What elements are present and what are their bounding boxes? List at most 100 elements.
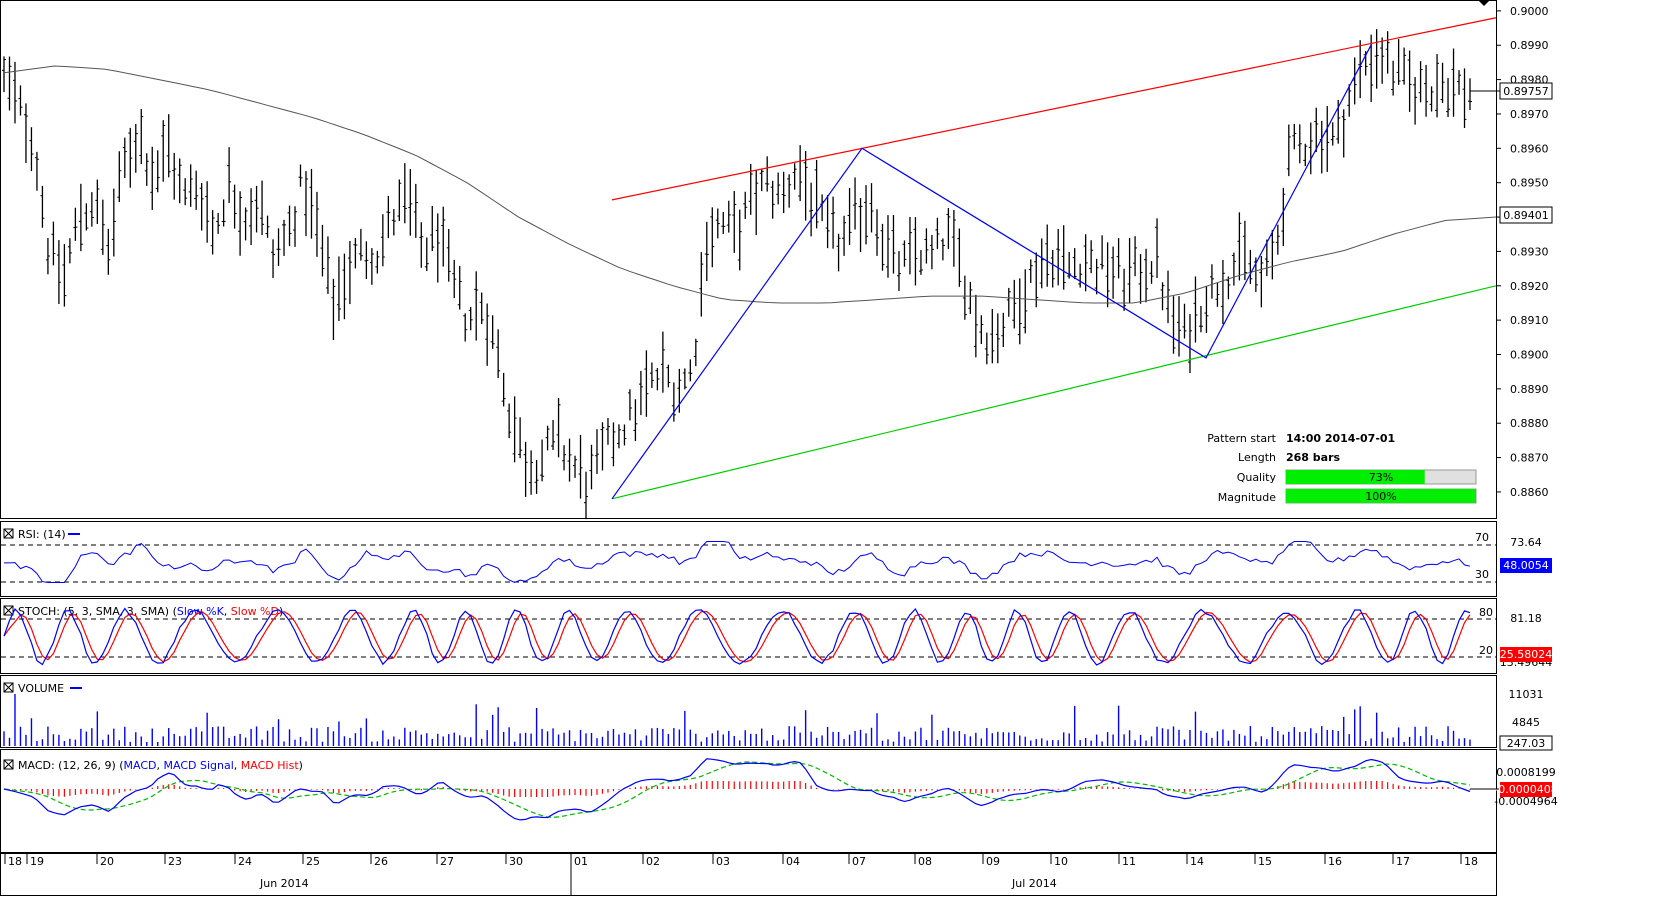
price-bar [1231, 252, 1236, 286]
price-bar [831, 196, 836, 249]
stoch-d-name: Slow %D [231, 605, 279, 618]
price-bar [1319, 120, 1324, 174]
date-tick-label: 09 [986, 855, 1000, 868]
price-bar [23, 103, 28, 163]
price-tick-label: 0.8930 [1510, 245, 1549, 258]
price-bar [594, 429, 599, 474]
price-bar [968, 281, 973, 314]
quality-bar-fill [1286, 470, 1425, 484]
price-bar [567, 438, 572, 482]
volume-pane: VOLUME 11031 4845 247.03 [3, 682, 1553, 751]
price-bar [853, 177, 858, 230]
date-tick-label: 07 [852, 855, 866, 868]
date-tick-label: 10 [1054, 855, 1068, 868]
price-bar [45, 237, 50, 275]
price-bar [1006, 287, 1011, 317]
month-label: Jun 2014 [259, 877, 309, 890]
stoch-level-20-label: 20 [1479, 644, 1493, 657]
volume-bars [3, 694, 1471, 746]
macd-current-value: -0.0000408 [1494, 783, 1557, 796]
volume-title: VOLUME [18, 682, 64, 695]
macd-signal-name: MACD Signal [164, 759, 234, 772]
price-bars [2, 29, 1472, 520]
price-bar [1215, 282, 1220, 307]
price-bar [1352, 57, 1357, 105]
price-bar [929, 234, 934, 270]
price-bar [336, 256, 341, 321]
stoch-scale-label: 81.18 [1510, 612, 1542, 625]
price-bar [551, 420, 556, 450]
volume-close-icon[interactable] [3, 682, 14, 693]
price-bar [227, 147, 232, 203]
price-bar [51, 221, 56, 266]
date-tick-label: 08 [918, 855, 932, 868]
quality-label: Quality [1237, 471, 1277, 484]
price-bar [1209, 264, 1214, 299]
price-bar [271, 239, 276, 279]
price-bar [7, 56, 12, 111]
price-bar [496, 329, 501, 379]
price-bar [205, 181, 210, 243]
date-tick-label: 23 [168, 855, 182, 868]
price-bar [1303, 143, 1308, 167]
top-marker [1478, 0, 1490, 6]
macd-close-icon[interactable] [3, 759, 14, 770]
price-bar [73, 207, 78, 241]
price-bar [325, 236, 330, 294]
macd-scale-low: -0.0004964 [1494, 795, 1557, 808]
magnitude-bar-fill [1286, 489, 1476, 503]
price-bar [106, 228, 111, 275]
price-bar [183, 178, 188, 206]
price-bar [1023, 269, 1028, 334]
price-bar [776, 172, 781, 205]
price-bar [1286, 124, 1291, 177]
price-bar [1385, 31, 1390, 74]
date-tick-label: 20 [100, 855, 114, 868]
price-bar [578, 434, 583, 499]
price-bar [1270, 229, 1275, 280]
price-bar [946, 208, 951, 250]
price-bar [386, 195, 391, 239]
stoch-close-icon[interactable] [3, 605, 14, 616]
price-bar [1056, 229, 1061, 286]
price-bar [600, 422, 605, 471]
price-bar [529, 450, 534, 495]
price-bar [710, 207, 715, 268]
price-pane-frame [0, 0, 1497, 519]
price-bar [485, 303, 490, 366]
date-tick-label: 16 [1328, 855, 1342, 868]
stoch-k-line [3, 607, 1471, 666]
price-bar [56, 240, 61, 304]
current-price-tag: 0.89757 [1470, 82, 1553, 100]
volume-current-value: 247.03 [1507, 737, 1546, 750]
price-tick-label: 0.8990 [1510, 39, 1549, 52]
price-bar [1078, 263, 1083, 288]
price-bar [254, 185, 259, 233]
price-bar [89, 192, 94, 227]
price-bar [765, 156, 770, 192]
price-bar [139, 109, 144, 164]
price-bar [1001, 312, 1006, 347]
price-bar [688, 359, 693, 382]
price-bar [1182, 303, 1187, 339]
rsi-close-icon[interactable] [3, 528, 14, 539]
price-tick-label: 0.8860 [1510, 486, 1549, 499]
price-bar [309, 168, 314, 239]
date-tick-label: 01 [574, 855, 588, 868]
price-bar [754, 169, 759, 236]
price-bar [605, 418, 610, 445]
pattern-length-value: 268 bars [1286, 451, 1341, 464]
price-bar [221, 199, 226, 227]
stoch-current-value: 25.58024 [1500, 648, 1553, 661]
price-bar [1155, 218, 1160, 279]
rsi-title: RSI: (14) [18, 528, 66, 541]
stoch-pane-frame [0, 598, 1497, 674]
price-bar [1012, 279, 1017, 329]
channel-resistance-line [611, 17, 1497, 201]
volume-scale-mid: 4845 [1512, 716, 1540, 729]
price-bar [1402, 47, 1407, 85]
date-tick-label: 18 [8, 855, 22, 868]
price-bar [1314, 107, 1319, 153]
price-bar [880, 223, 885, 271]
macd-name: MACD [124, 759, 157, 772]
